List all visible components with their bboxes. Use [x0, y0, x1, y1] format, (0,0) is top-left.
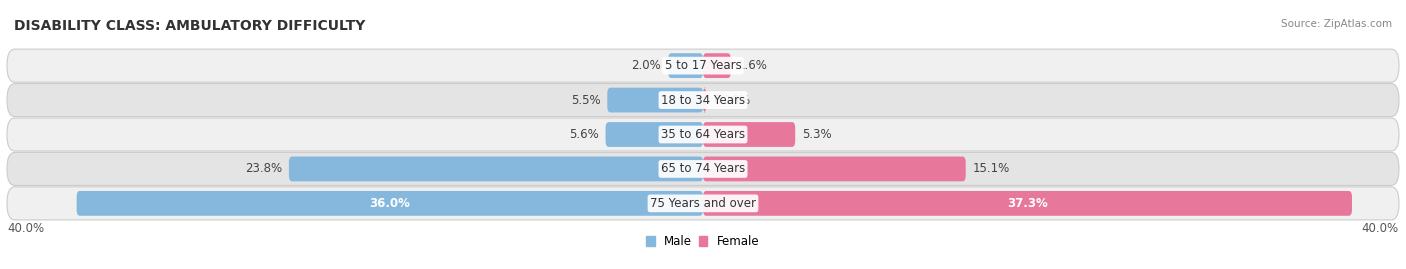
FancyBboxPatch shape [607, 88, 703, 112]
Text: 65 to 74 Years: 65 to 74 Years [661, 162, 745, 175]
FancyBboxPatch shape [606, 122, 703, 147]
FancyBboxPatch shape [7, 153, 1399, 185]
Text: 40.0%: 40.0% [7, 222, 44, 235]
FancyBboxPatch shape [7, 187, 1399, 220]
Text: Source: ZipAtlas.com: Source: ZipAtlas.com [1281, 19, 1392, 29]
Text: 37.3%: 37.3% [1007, 197, 1047, 210]
Text: 75 Years and over: 75 Years and over [650, 197, 756, 210]
Text: 0.18%: 0.18% [713, 94, 751, 107]
Text: 40.0%: 40.0% [1362, 222, 1399, 235]
FancyBboxPatch shape [703, 122, 796, 147]
Text: 1.6%: 1.6% [738, 59, 768, 72]
Text: 15.1%: 15.1% [973, 162, 1010, 175]
FancyBboxPatch shape [703, 53, 731, 78]
Text: 35 to 64 Years: 35 to 64 Years [661, 128, 745, 141]
Text: 5.5%: 5.5% [571, 94, 600, 107]
Text: 18 to 34 Years: 18 to 34 Years [661, 94, 745, 107]
FancyBboxPatch shape [703, 88, 706, 112]
Text: 2.0%: 2.0% [631, 59, 661, 72]
FancyBboxPatch shape [76, 191, 703, 216]
Text: 5.6%: 5.6% [569, 128, 599, 141]
FancyBboxPatch shape [703, 191, 1353, 216]
FancyBboxPatch shape [668, 53, 703, 78]
Text: 5 to 17 Years: 5 to 17 Years [665, 59, 741, 72]
FancyBboxPatch shape [7, 84, 1399, 116]
FancyBboxPatch shape [703, 157, 966, 181]
Text: 5.3%: 5.3% [803, 128, 832, 141]
FancyBboxPatch shape [7, 49, 1399, 82]
FancyBboxPatch shape [7, 118, 1399, 151]
Text: DISABILITY CLASS: AMBULATORY DIFFICULTY: DISABILITY CLASS: AMBULATORY DIFFICULTY [14, 19, 366, 33]
Legend: Male, Female: Male, Female [641, 230, 765, 253]
FancyBboxPatch shape [288, 157, 703, 181]
Text: 23.8%: 23.8% [245, 162, 283, 175]
Text: 36.0%: 36.0% [370, 197, 411, 210]
